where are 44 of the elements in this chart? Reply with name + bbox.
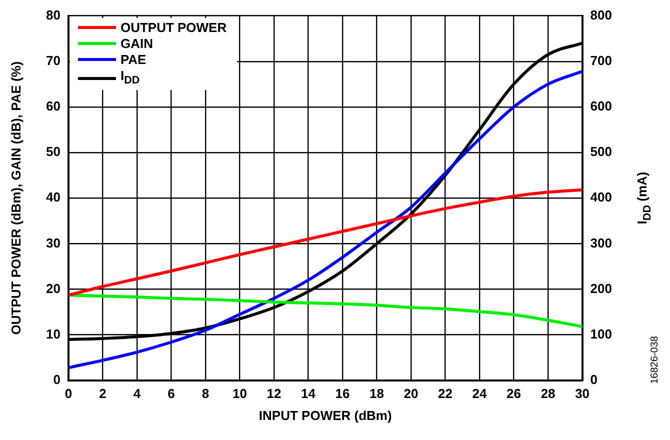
y-tick-label: 80: [46, 7, 60, 22]
x-tick-label: 6: [168, 386, 175, 401]
x-tick-label: 16: [335, 386, 350, 401]
x-tick-label: 22: [438, 386, 453, 401]
line-series: [68, 294, 582, 328]
y2-tick-label: 300: [590, 235, 612, 250]
x-tick-label: 24: [472, 386, 488, 401]
y-tick-label: 20: [46, 280, 60, 296]
y-tick-label: 0: [53, 372, 60, 387]
y2-tick-label: 400: [590, 190, 612, 205]
x-tick-label: 30: [575, 386, 590, 401]
legend-label: OUTPUT POWER: [120, 20, 227, 36]
x-tick-label: 14: [301, 386, 316, 401]
legend-label: GAIN: [120, 36, 153, 52]
x-tick-label: 2: [99, 386, 106, 401]
y-tick-label: 70: [46, 52, 60, 68]
x-tick-label: 26: [506, 386, 522, 401]
line-series: [68, 70, 582, 370]
y2-tick-label: 800: [590, 7, 612, 22]
x-tick-label: 10: [232, 386, 247, 401]
x-tick-label: 4: [133, 386, 142, 401]
y2-tick-label: 600: [590, 98, 612, 114]
y2-tick-label: 100: [590, 326, 612, 342]
x-tick-label: 18: [370, 386, 384, 401]
y-axis-title: OUTPUT POWER (dBm), GAIN (dB), PAE (%): [8, 61, 24, 335]
y-tick-label: 30: [46, 235, 60, 250]
x-tick-label: 0: [64, 386, 72, 401]
x-tick-label: 28: [540, 386, 556, 401]
y2-tick-label: 500: [590, 144, 612, 160]
x-axis-title: INPUT POWER (dBm): [258, 408, 392, 424]
y2-tick-label: 200: [590, 280, 612, 296]
y2-tick-label: 700: [590, 52, 612, 68]
line-series: [68, 188, 582, 297]
x-tick-label: 20: [404, 386, 418, 401]
y-tick-label: 60: [46, 98, 60, 114]
legend-label: I$_{DD}$: [120, 68, 140, 88]
y2-tick-label: 0: [590, 372, 598, 387]
y-tick-label: 40: [46, 190, 60, 205]
y-tick-label: 50: [46, 144, 60, 160]
x-tick-label: 12: [266, 386, 282, 401]
text: 16826-038: [650, 336, 660, 384]
y-tick-label: 10: [46, 326, 60, 342]
x-tick-label: 8: [202, 386, 210, 401]
legend-label: PAE: [120, 52, 146, 68]
